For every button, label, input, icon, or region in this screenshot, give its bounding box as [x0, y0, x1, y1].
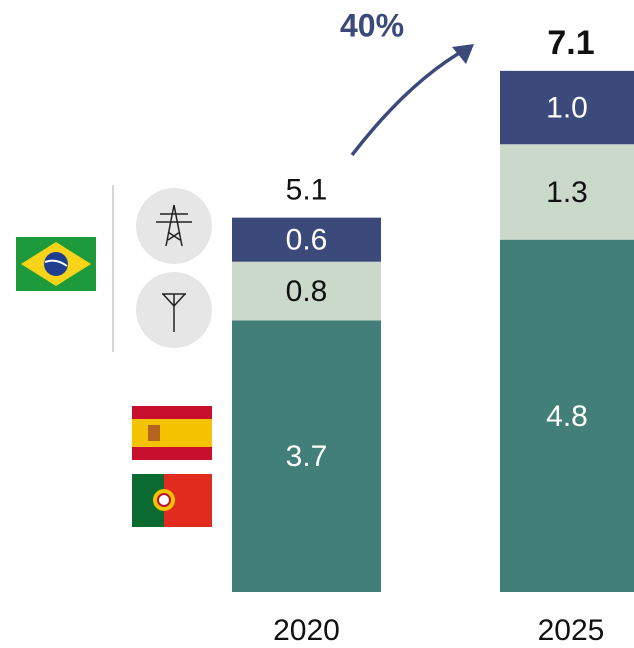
- value-label: 0.8: [286, 275, 328, 308]
- growth-arrow: [350, 46, 469, 157]
- x-tick-label: 2020: [273, 614, 340, 647]
- bar-segment: [232, 261, 381, 321]
- icon-distribution: [136, 272, 212, 348]
- value-label: 0.6: [286, 224, 328, 257]
- bar-segment: [500, 144, 634, 240]
- total-label: 7.1: [547, 24, 594, 62]
- x-tick-label: 2025: [538, 614, 605, 647]
- bar-segment: [232, 320, 381, 592]
- growth-label: 40%: [340, 7, 404, 43]
- flag-spain: [132, 406, 212, 460]
- bar-segment: [500, 239, 634, 592]
- total-label: 5.1: [286, 174, 328, 207]
- value-label: 3.7: [286, 440, 328, 473]
- arrow-head: [452, 44, 474, 64]
- bar-segment: [232, 217, 381, 262]
- flag-brazil: [16, 237, 96, 291]
- bar-segment: [500, 70, 634, 145]
- value-label: 4.8: [546, 400, 588, 433]
- icon-transmission: [136, 188, 212, 264]
- value-label: 1.3: [546, 176, 588, 209]
- flag-portugal: [132, 474, 212, 527]
- value-label: 1.0: [546, 91, 588, 124]
